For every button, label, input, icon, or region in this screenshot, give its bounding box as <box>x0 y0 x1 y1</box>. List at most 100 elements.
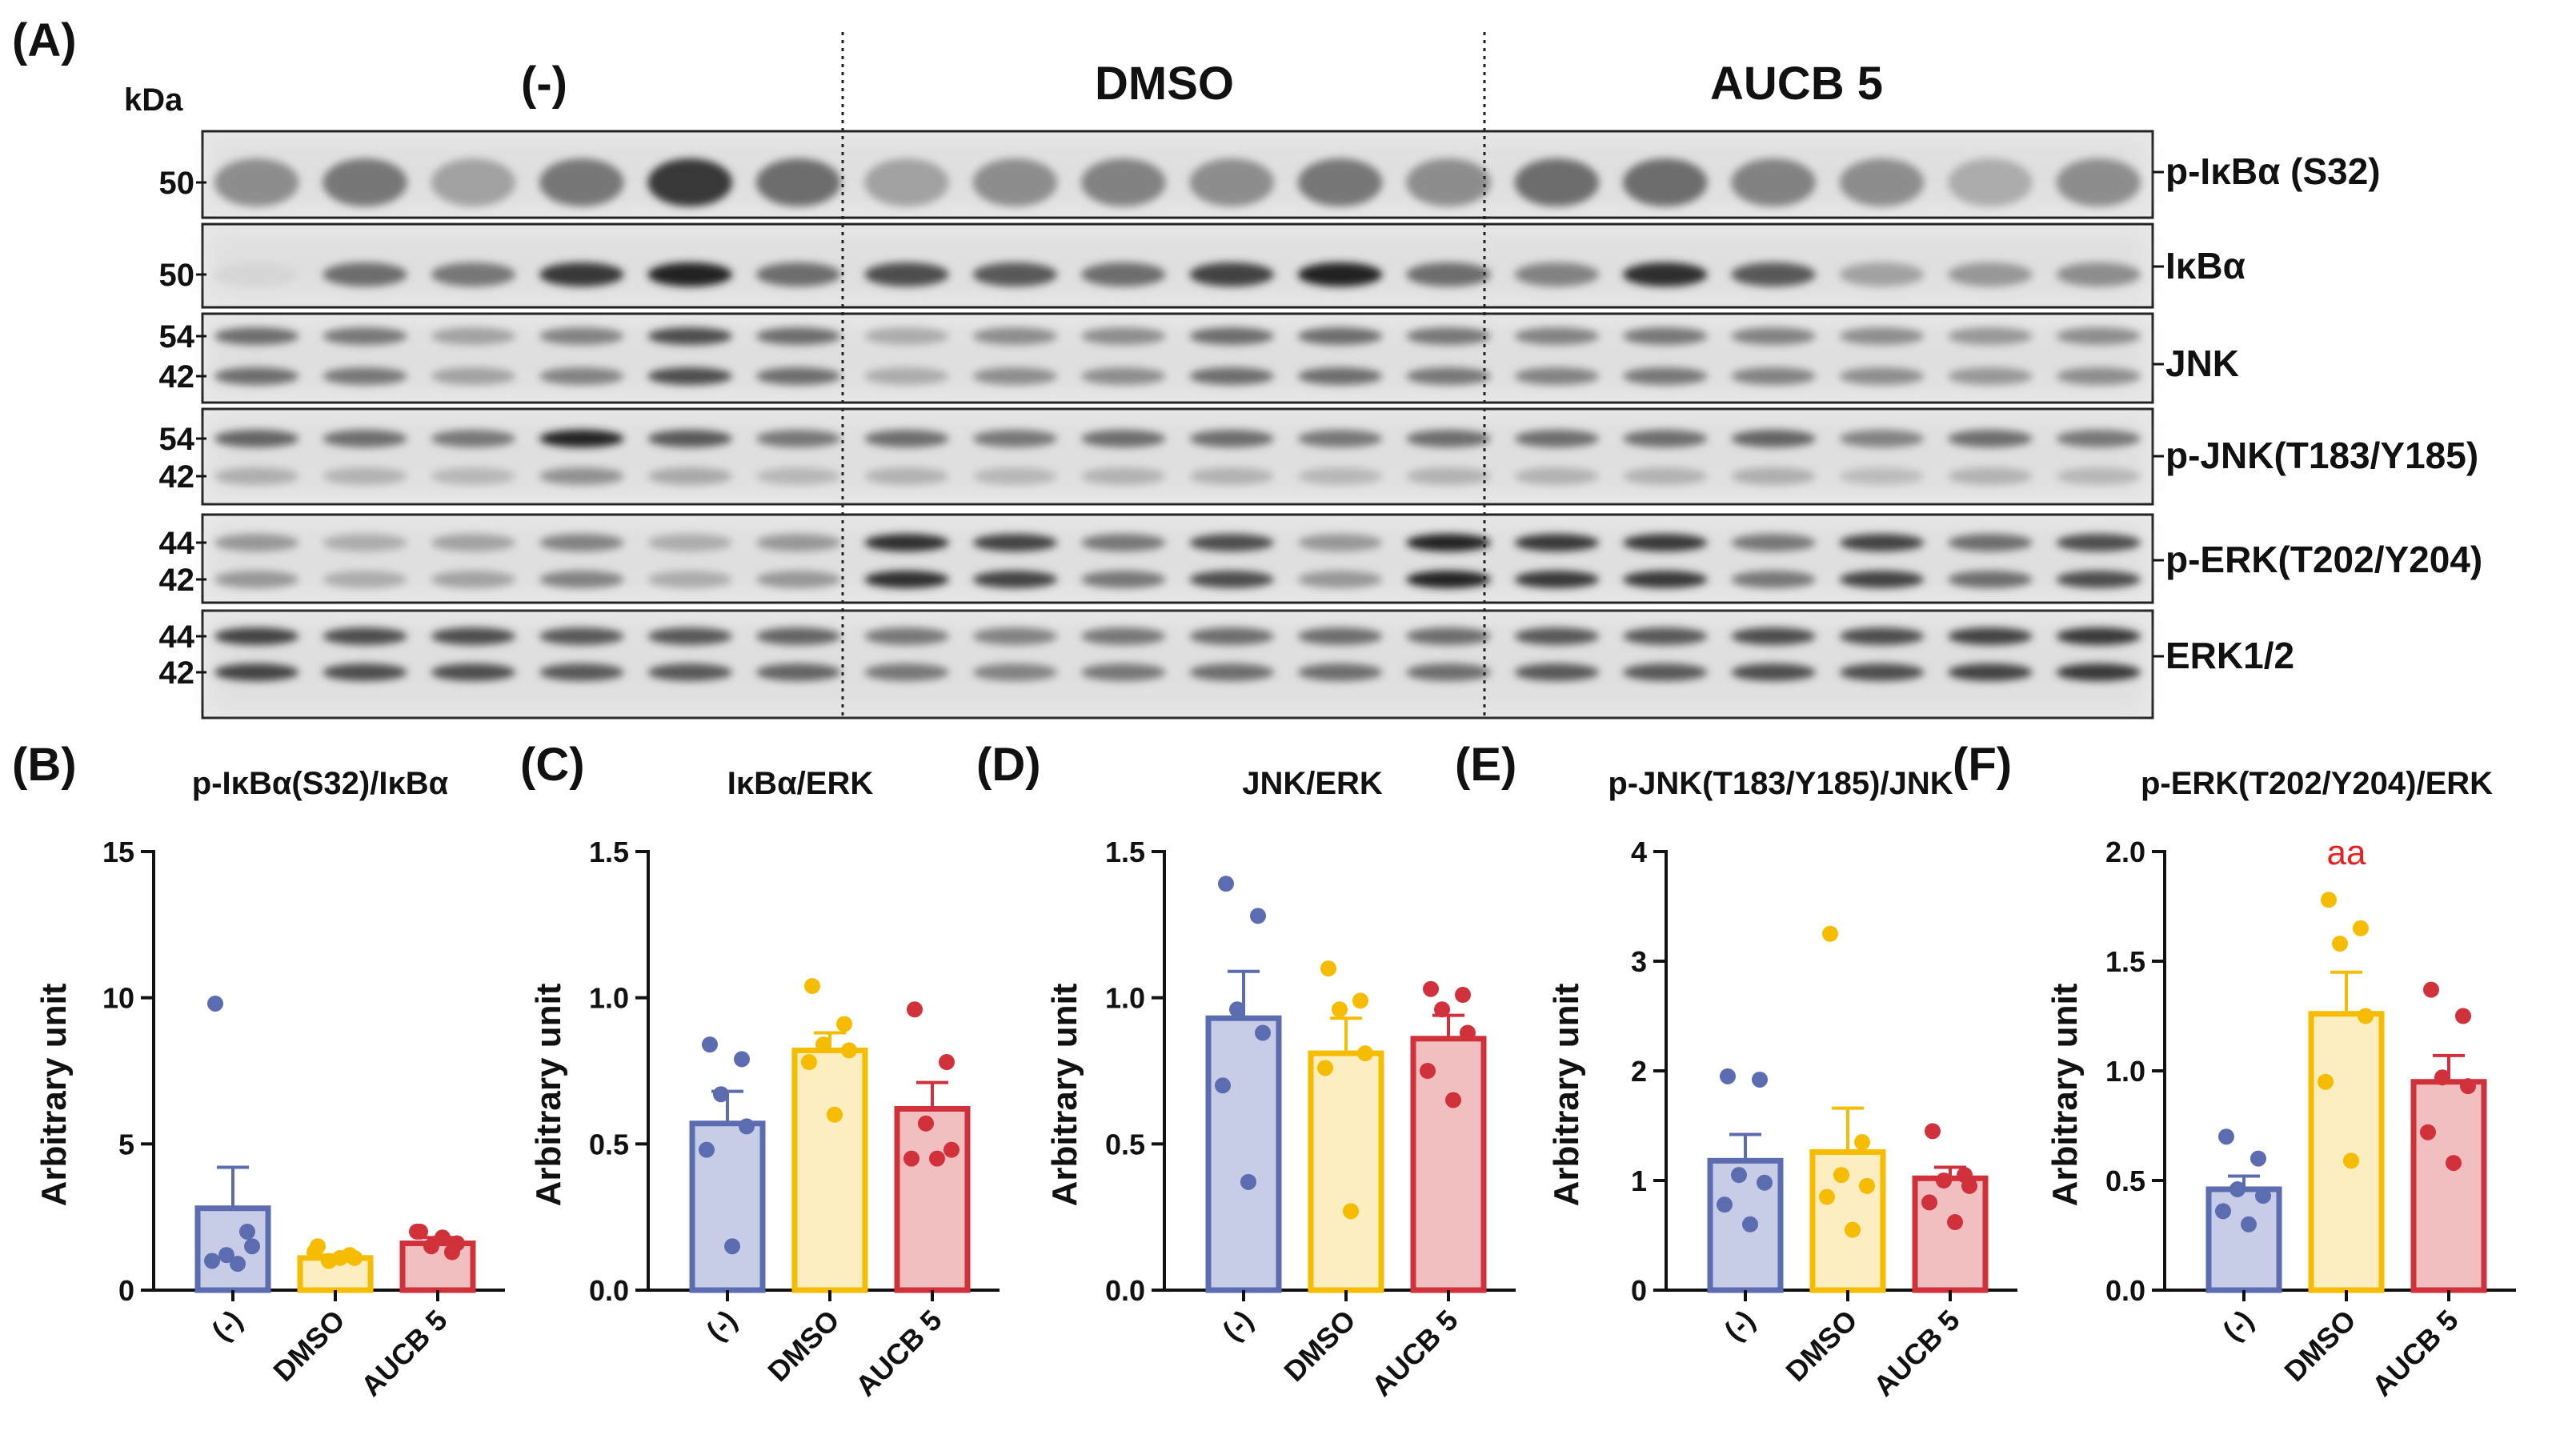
data-point <box>699 1141 715 1158</box>
data-point <box>836 1016 852 1032</box>
blot-band <box>1839 263 1925 287</box>
blot-band <box>2056 627 2141 645</box>
x-tick-label: DMSO <box>761 1304 845 1388</box>
data-point <box>1720 1068 1736 1084</box>
blot-band <box>539 534 624 551</box>
blot-band <box>1406 367 1491 385</box>
blot-band <box>1839 571 1925 588</box>
kda-marker: 42 <box>159 359 195 395</box>
data-point <box>1240 1173 1256 1190</box>
data-point <box>918 1115 934 1132</box>
data-point <box>2455 1008 2471 1024</box>
data-point <box>1460 1024 1476 1041</box>
y-tick-label: 1.5 <box>2105 945 2145 978</box>
data-point <box>1925 1123 1941 1140</box>
blot-band <box>1622 571 1708 588</box>
blot-band <box>1189 158 1274 206</box>
blot-band <box>1839 367 1925 385</box>
blot-band <box>1622 534 1708 551</box>
x-tick-label: (-) <box>205 1304 248 1347</box>
bar-chart-panel: (B) p-IκBα(S32)/IκBα 0 5 10 15 Arbitrary unit (… <box>12 739 505 1402</box>
y-tick-label: 0.0 <box>1105 1274 1145 1307</box>
data-point <box>801 1054 817 1071</box>
bar <box>894 1105 971 1293</box>
blot-band <box>1297 663 1383 681</box>
blot-band <box>2056 327 2141 345</box>
data-point <box>1332 1001 1348 1018</box>
blot-band <box>214 467 299 485</box>
data-point <box>2218 1128 2234 1145</box>
x-tick-label: DMSO <box>1277 1304 1361 1388</box>
blot-band <box>1297 627 1383 645</box>
blot-band <box>1514 534 1600 551</box>
bar <box>1205 1015 1282 1293</box>
blot-band <box>1081 663 1166 681</box>
blot-band <box>755 367 841 385</box>
blot-band <box>1839 663 1925 681</box>
blot-band <box>431 571 516 588</box>
blot-band <box>1514 663 1600 681</box>
bar-chart-panel: (D) JNK/ERK 0.0 0.5 1.0 1.5 Arbitrary unit (-) D… <box>976 739 1516 1402</box>
blot-band <box>1948 534 2033 551</box>
blot-band <box>1081 263 1166 287</box>
blot-band <box>323 158 407 206</box>
data-point <box>2215 1203 2231 1220</box>
blot-band <box>1622 158 1708 206</box>
data-point <box>1434 1001 1450 1018</box>
blot-band <box>1839 430 1925 447</box>
data-point <box>204 1253 220 1269</box>
y-axis-label: Arbitrary unit <box>2045 983 2085 1206</box>
blot-band <box>972 430 1058 447</box>
data-point <box>332 1249 348 1266</box>
data-point <box>1357 1045 1373 1062</box>
blot-band <box>1081 327 1166 345</box>
blot-band <box>1948 571 2033 588</box>
blot-band <box>539 571 624 588</box>
panel-label: (D) <box>976 739 1041 791</box>
blot-band <box>1731 158 1816 206</box>
blot-band <box>214 534 299 551</box>
blot-band <box>214 367 299 385</box>
bar <box>1308 1050 1384 1293</box>
blot-band <box>323 467 407 485</box>
blot-band <box>864 327 949 345</box>
blot-background <box>209 322 2146 395</box>
blot-band <box>1189 627 1274 645</box>
blot-band <box>1297 327 1383 345</box>
x-tick-label: AUCB 5 <box>1867 1304 1966 1403</box>
blot-band <box>539 158 624 206</box>
blot-band <box>1514 327 1600 345</box>
kda-marker: 42 <box>159 459 195 495</box>
data-point <box>244 1238 260 1255</box>
blot-band <box>431 263 516 287</box>
blot-band <box>1406 534 1491 551</box>
blot-band <box>1622 367 1708 385</box>
blot-band <box>1297 158 1383 206</box>
blot-band <box>1189 367 1274 385</box>
blot-band <box>214 663 299 681</box>
kda-marker: 42 <box>159 655 195 691</box>
blot-band <box>755 430 841 447</box>
data-point <box>1947 1214 1963 1231</box>
blot-band <box>1297 263 1383 287</box>
blot-band <box>1406 467 1491 485</box>
blot-band <box>972 663 1058 681</box>
blot-band <box>2056 263 2141 287</box>
data-point <box>1822 925 1838 942</box>
y-tick-label: 0.5 <box>589 1128 629 1160</box>
y-axis-label: Arbitrary unit <box>34 983 74 1206</box>
y-tick-label: 0.5 <box>1105 1128 1145 1160</box>
y-tick-label: 5 <box>118 1128 134 1160</box>
data-point <box>347 1249 363 1266</box>
blot-row-label: p-IκBα (S32) <box>2165 150 2381 192</box>
blot-band <box>1514 263 1600 287</box>
data-point <box>1420 1063 1436 1079</box>
blot-band <box>1297 571 1383 588</box>
blot-band <box>1839 534 1925 551</box>
blot-band <box>1081 158 1166 206</box>
chart-title: p-JNK(T183/Y185)/JNK <box>1608 766 1953 801</box>
data-point <box>2460 1078 2476 1095</box>
data-point <box>804 978 820 995</box>
panel-label: (E) <box>1455 739 1516 791</box>
